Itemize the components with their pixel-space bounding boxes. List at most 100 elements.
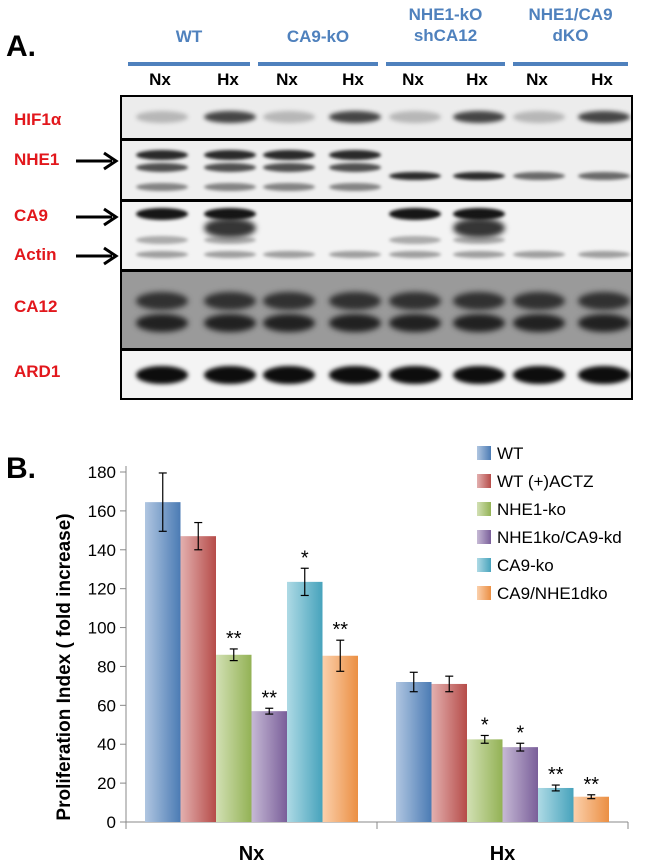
blot-strip [120,139,633,201]
x-axis: Nx Hx [125,821,629,865]
blot-row-label-ca9: CA9 [14,206,49,225]
blot-band [453,111,505,123]
blot-band [453,292,505,310]
significance-mark: * [301,547,309,569]
blot-band [513,292,565,310]
bar [573,796,609,822]
blot-band [136,111,188,123]
blot-strip [120,270,633,350]
blot-band [263,292,315,310]
blot-group-label: NHE1-kO shCA12 [386,4,505,46]
bar [287,581,323,822]
blot-band [263,366,315,384]
y-tick-label: 0 [107,813,116,832]
blot-strip [120,200,633,271]
y-tick-label: 100 [88,619,116,638]
blot-band [389,111,441,123]
blot-band [204,251,256,258]
blot-band [136,150,188,160]
bar [538,787,574,822]
blot-band [513,172,565,180]
blot-band [204,111,256,123]
blot-band [136,163,188,172]
blot-band [389,292,441,310]
blot-band [204,366,256,384]
bar-series: ******** *** ** [145,472,609,822]
blot-group-underline [258,62,378,66]
legend-label: WT (+)ACTZ [497,472,593,491]
blot-band [329,150,381,160]
panel-b-letter: B. [6,452,36,485]
legend-swatch [477,530,491,544]
x-tick-label: Hx [490,843,516,865]
bar [180,536,216,822]
x-tick-label: Nx [239,843,265,865]
significance-mark: * [516,722,524,744]
y-tick-label: 40 [97,735,116,754]
blot-lane-label: Nx [402,70,424,89]
legend-label: NHE1ko/CA9-kd [497,528,622,547]
significance-mark: ** [548,764,564,786]
blot-band [329,251,381,258]
blot-band [389,236,441,244]
blot-band [578,251,630,258]
blot-band [136,292,188,310]
blot-band [204,314,256,332]
blot-band [389,208,441,220]
blot-band [513,314,565,332]
blot-band [263,314,315,332]
blot-lane-label: Nx [526,70,548,89]
band-arrow-icon [76,207,119,227]
y-tick-label: 140 [88,541,116,560]
blot-band [389,251,441,258]
blot-band [329,366,381,384]
blot-band [329,111,381,123]
blot-band [136,314,188,332]
blot-row-label-nhe1: NHE1 [14,150,60,169]
y-tick-label: 120 [88,580,116,599]
blot-strip [120,349,633,400]
blot-band [578,111,630,123]
blot-band [578,314,630,332]
bar [145,502,181,822]
blot-band [453,218,505,238]
bar [396,682,432,822]
blot-band [578,366,630,384]
significance-mark: ** [226,628,242,650]
blot-group-underline [386,62,505,66]
blot-group-label: CA9-kO [258,26,378,47]
blot-group-label: NHE1/CA9 dKO [513,4,628,46]
blot-band [389,172,441,180]
bar [216,654,252,822]
blot-lane-label: Hx [217,70,239,89]
blot-band [204,183,256,191]
bar [467,739,503,822]
blot-group-label-line: shCA12 [413,26,478,45]
blot-lane-label: Nx [276,70,298,89]
blot-band [263,163,315,172]
blot-band [136,366,188,384]
blot-row-label-ard1: ARD1 [14,362,61,381]
y-tick-label: 20 [97,774,116,793]
significance-mark: ** [332,619,348,641]
y-axis: 0 20 40 60 80 100 120 140 160 180 [88,463,127,832]
blot-band [263,111,315,123]
blot-band [329,183,381,191]
blot-band [513,251,565,258]
legend-label: WT [497,444,523,463]
y-tick-label: 180 [88,463,116,482]
significance-mark: ** [583,774,599,796]
blot-band [204,208,256,220]
blot-band [453,208,505,220]
blot-band [263,251,315,258]
blot-group-label-line: WT [175,27,203,46]
y-tick-label: 60 [97,696,116,715]
blot-band [513,366,565,384]
blot-band [263,183,315,191]
legend-label: NHE1-ko [497,500,566,519]
y-tick-label: 160 [88,502,116,521]
legend-label: CA9-ko [497,556,554,575]
blot-band [329,314,381,332]
blot-band [389,366,441,384]
